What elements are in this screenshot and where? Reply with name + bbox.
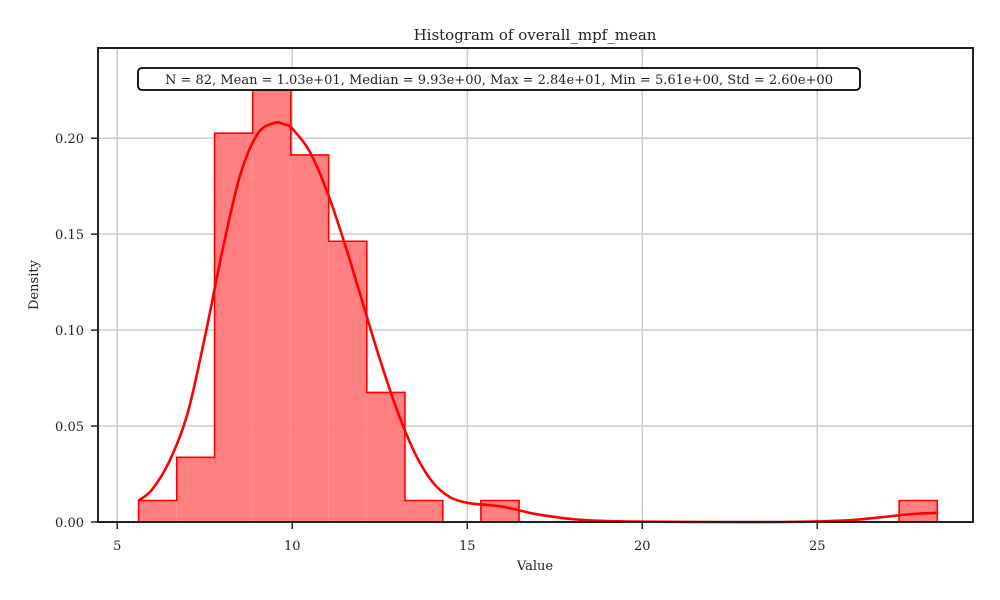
stats-box-border bbox=[137, 67, 861, 91]
histogram-bar-11 bbox=[899, 500, 938, 522]
x-tick-label-4: 25 bbox=[809, 539, 826, 554]
histogram-bar-3 bbox=[252, 68, 291, 522]
stats-box: N = 82, Mean = 1.03e+01, Median = 9.93e+… bbox=[137, 67, 861, 91]
y-axis-label: Density bbox=[27, 259, 42, 310]
x-axis-label: Value bbox=[516, 559, 553, 574]
histogram-bar-2 bbox=[214, 133, 253, 522]
histogram-bar-0 bbox=[138, 500, 177, 522]
histogram-bar-5 bbox=[328, 241, 367, 522]
y-tick-label-2: 0.10 bbox=[55, 324, 84, 339]
stats-text: N = 82, Mean = 1.03e+01, Median = 9.93e+… bbox=[165, 73, 833, 88]
y-tick-label-0: 0.00 bbox=[55, 516, 84, 531]
chart-title: Histogram of overall_mpf_mean bbox=[414, 26, 657, 44]
histogram-bar-1 bbox=[176, 457, 215, 522]
y-tick-label-3: 0.15 bbox=[55, 228, 84, 243]
histogram-bar-6 bbox=[366, 392, 405, 522]
x-tick-label-1: 10 bbox=[284, 539, 301, 554]
axis-ticks: 5 10 15 20 25 0.00 0.05 0.10 0.15 0.20 bbox=[55, 132, 825, 554]
histogram-bars bbox=[137, 67, 939, 522]
histogram-bar-7 bbox=[404, 500, 443, 522]
x-tick-label-3: 20 bbox=[634, 539, 651, 554]
y-tick-label-1: 0.05 bbox=[55, 420, 84, 435]
y-tick-label-4: 0.20 bbox=[55, 132, 84, 147]
plot-frame bbox=[97, 47, 974, 523]
x-tick-label-2: 15 bbox=[459, 539, 476, 554]
histogram-bar-4 bbox=[290, 154, 329, 522]
x-tick-label-0: 5 bbox=[113, 539, 121, 554]
